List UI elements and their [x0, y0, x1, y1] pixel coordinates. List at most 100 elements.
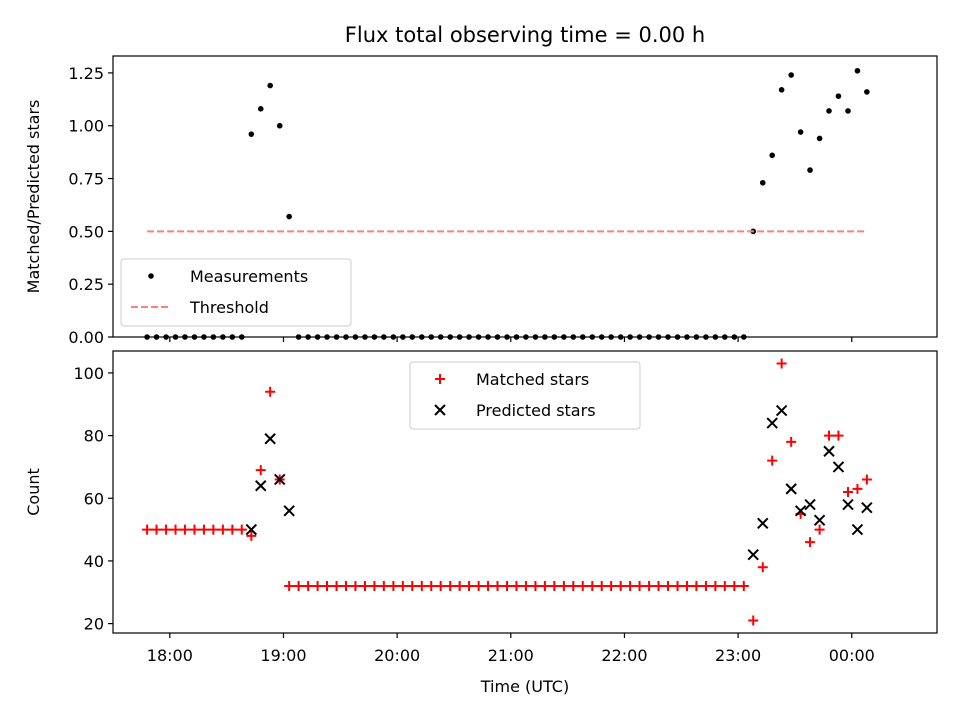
matched-star-point [246, 530, 257, 541]
matched-star-point [340, 581, 351, 591]
matched-star-point [426, 581, 437, 591]
predicted-star-point [775, 404, 788, 417]
predicted-star-point [785, 483, 797, 495]
matched-star-point [151, 524, 162, 535]
matched-star-point [653, 581, 664, 591]
matched-star-point [161, 524, 172, 535]
matched-star-point [378, 581, 389, 591]
matched-star-point [625, 581, 636, 591]
matched-star-point [577, 581, 588, 591]
matched-star-point [359, 581, 370, 591]
matched-star-point [662, 581, 673, 591]
matched-star-point [142, 524, 153, 535]
matched-star-point [464, 581, 475, 591]
measurement-point [807, 167, 813, 173]
predicted-star-point [255, 480, 267, 492]
measurement-point [788, 72, 794, 78]
y-tick-label: 60 [84, 489, 104, 508]
predicted-star-point [832, 461, 845, 473]
matched-star-point [208, 524, 219, 535]
matched-star-point [691, 581, 702, 591]
legend-label: Predicted stars [476, 401, 596, 420]
matched-star-point [710, 581, 721, 591]
measurement-point [257, 106, 264, 112]
measurement-point [769, 152, 775, 159]
x-tick-label: 23:00 [715, 646, 761, 665]
predicted-star-point [804, 498, 816, 511]
predicted-star-point [861, 501, 873, 514]
figure-title: Flux total observing time = 0.00 h [345, 23, 705, 47]
matched-star-point [843, 487, 854, 497]
matched-star-point [833, 430, 844, 441]
matched-star-point [587, 581, 598, 591]
matched-star-point [568, 581, 579, 591]
predicted-star-point [245, 523, 258, 536]
matched-star-point [738, 581, 749, 591]
legend-label: Matched stars [476, 370, 589, 389]
x-axis-label: Time (UTC) [480, 677, 569, 696]
matched-star-point [388, 581, 399, 591]
matched-star-point [350, 581, 361, 591]
matched-star-point [852, 483, 863, 494]
matched-star-point [473, 581, 484, 591]
legend-matched-marker [435, 374, 445, 384]
y-tick-label: 1.00 [68, 117, 104, 136]
matched-star-point [265, 386, 276, 397]
matched-star-point [700, 581, 711, 591]
matched-star-point [776, 358, 787, 369]
plot-frame [112, 55, 938, 338]
plot-frame [112, 350, 938, 634]
matched-star-point [284, 581, 295, 591]
matched-star-point [407, 581, 418, 591]
measurement-point [248, 131, 255, 137]
matched-star-point [644, 581, 655, 591]
y-tick-label: 0.00 [68, 328, 104, 347]
y-tick-label: 0.25 [68, 275, 104, 294]
matched-star-point [824, 430, 835, 441]
measurement-point [778, 87, 785, 93]
matched-star-point [483, 581, 494, 591]
top-chart-panel: 0.00 0.25 0.50 0.75 1.00 1.25 Matched/Predicte… [24, 55, 938, 347]
legend-predicted-marker [434, 404, 446, 416]
measurement-point [797, 129, 804, 135]
predicted-star-point [264, 433, 276, 445]
matched-star-point [615, 581, 626, 591]
matched-star-point [227, 524, 238, 535]
matched-star-point [539, 581, 550, 591]
matched-star-point [397, 581, 408, 591]
matched-star-point [198, 524, 209, 535]
legend-label: Measurements [190, 267, 308, 286]
predicted-star-point [274, 473, 286, 486]
predicted-star-point [851, 523, 864, 536]
x-tick-label: 19:00 [260, 646, 306, 665]
measurement-point [835, 93, 842, 99]
measurement-point [816, 135, 823, 142]
measurement-point [759, 179, 766, 186]
matched-star-point [729, 581, 740, 591]
legend: Matched stars Predicted stars [409, 361, 641, 430]
matched-star-point [255, 465, 266, 476]
bottom-chart-panel: 20 40 60 80 100 18:00 19:00 20:00 21:00 22:00 23:0… [24, 350, 938, 696]
predicted-star-point [283, 505, 295, 517]
x-tick-label: 21:00 [488, 646, 534, 665]
matched-star-point [236, 524, 247, 535]
legend-label: Threshold [189, 298, 269, 317]
predicted-star-point [747, 548, 759, 561]
matched-star-point [719, 581, 730, 591]
y-axis-label: Count [24, 468, 43, 516]
predicted-star-point [794, 505, 807, 517]
matched-star-point [757, 562, 768, 573]
x-tick-label: 00:00 [829, 646, 875, 665]
matched-star-point [672, 581, 683, 591]
matched-star-point [748, 615, 759, 626]
matched-star-point [767, 455, 778, 466]
matched-star-point [549, 581, 560, 591]
y-tick-label: 80 [84, 427, 104, 446]
y-axis-label: Matched/Predicted stars [24, 100, 43, 294]
measurement-point [864, 89, 870, 95]
matched-star-point [805, 537, 816, 548]
y-tick-label: 0.75 [68, 170, 104, 189]
matched-star-point [596, 581, 607, 591]
